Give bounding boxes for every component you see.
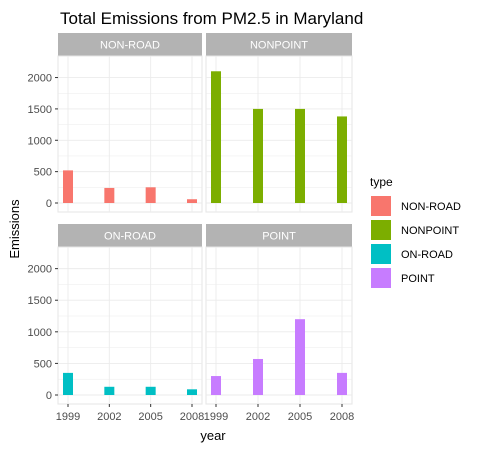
bar-nonpoint-1999 bbox=[211, 71, 221, 203]
legend-swatch bbox=[371, 196, 391, 216]
x-tick-label: 2005 bbox=[138, 411, 162, 423]
y-tick-label: 2000 bbox=[28, 73, 52, 85]
bar-point-2005 bbox=[295, 319, 305, 395]
y-tick-label: 1500 bbox=[28, 295, 52, 307]
y-tick-label: 500 bbox=[34, 358, 52, 370]
legend-swatch bbox=[371, 220, 391, 240]
y-tick-label: 2000 bbox=[28, 264, 52, 276]
x-tick-label: 1999 bbox=[56, 411, 80, 423]
bar-non-road-1999 bbox=[63, 170, 73, 203]
y-tick-label: 1500 bbox=[28, 104, 52, 116]
x-tick-label: 2008 bbox=[180, 411, 204, 423]
x-tick-label: 2002 bbox=[97, 411, 121, 423]
bar-on-road-2002 bbox=[104, 386, 115, 395]
bar-nonpoint-2005 bbox=[295, 108, 305, 203]
panel-background bbox=[57, 55, 203, 213]
panel-background bbox=[205, 55, 353, 213]
panel-non-road: NON-ROAD bbox=[57, 33, 203, 213]
facet-strip bbox=[206, 224, 352, 247]
bar-nonpoint-2002 bbox=[253, 108, 263, 203]
legend-title: type bbox=[370, 175, 393, 189]
y-tick-label: 1000 bbox=[28, 327, 52, 339]
y-tick-label: 0 bbox=[46, 390, 52, 402]
legend-swatch bbox=[371, 244, 391, 264]
bar-point-2008 bbox=[337, 372, 347, 395]
facet-strip bbox=[206, 33, 352, 56]
legend-item-on-road: ON-ROAD bbox=[371, 244, 453, 264]
bar-on-road-1999 bbox=[63, 372, 73, 395]
facet-label: ON-ROAD bbox=[104, 231, 156, 243]
legend: type NON-ROAD NONPOINT ON-ROAD POINT bbox=[370, 175, 461, 288]
facet-label: NONPOINT bbox=[250, 40, 308, 52]
legend-item-point: POINT bbox=[371, 268, 435, 288]
x-tick-label: 1999 bbox=[204, 411, 228, 423]
legend-label: NON-ROAD bbox=[401, 201, 461, 213]
bar-on-road-2005 bbox=[145, 386, 156, 395]
facet-strip bbox=[58, 224, 202, 247]
bar-point-2002 bbox=[253, 358, 263, 395]
y-tick-label: 0 bbox=[46, 198, 52, 210]
facet-label: POINT bbox=[262, 231, 296, 243]
panel-nonpoint: NONPOINT bbox=[205, 33, 353, 213]
y-axis-title: Emissions bbox=[7, 199, 22, 259]
panel-background bbox=[57, 246, 203, 405]
legend-label: ON-ROAD bbox=[401, 249, 453, 261]
bar-nonpoint-2008 bbox=[337, 116, 347, 203]
panel-on-road: ON-ROAD bbox=[57, 224, 203, 405]
x-tick-label: 2005 bbox=[288, 411, 312, 423]
x-tick-label: 2008 bbox=[330, 411, 354, 423]
legend-item-non-road: NON-ROAD bbox=[371, 196, 461, 216]
legend-swatch bbox=[371, 268, 391, 288]
y-tick-label: 1000 bbox=[28, 135, 52, 147]
legend-label: POINT bbox=[401, 273, 435, 285]
bar-non-road-2005 bbox=[145, 187, 156, 203]
y-tick-label: 500 bbox=[34, 167, 52, 179]
bar-non-road-2008 bbox=[187, 199, 197, 203]
x-tick-label: 2002 bbox=[246, 411, 270, 423]
chart-title: Total Emissions from PM2.5 in Maryland bbox=[60, 9, 363, 28]
legend-item-nonpoint: NONPOINT bbox=[371, 220, 459, 240]
panel-background bbox=[205, 246, 353, 405]
bar-on-road-2008 bbox=[187, 389, 197, 395]
panel-point: POINT bbox=[205, 224, 353, 405]
bar-point-1999 bbox=[211, 376, 221, 395]
facet-strip bbox=[58, 33, 202, 56]
bar-non-road-2002 bbox=[104, 187, 115, 203]
facet-label: NON-ROAD bbox=[100, 40, 160, 52]
x-axis-title: year bbox=[200, 428, 226, 443]
legend-label: NONPOINT bbox=[401, 225, 459, 237]
